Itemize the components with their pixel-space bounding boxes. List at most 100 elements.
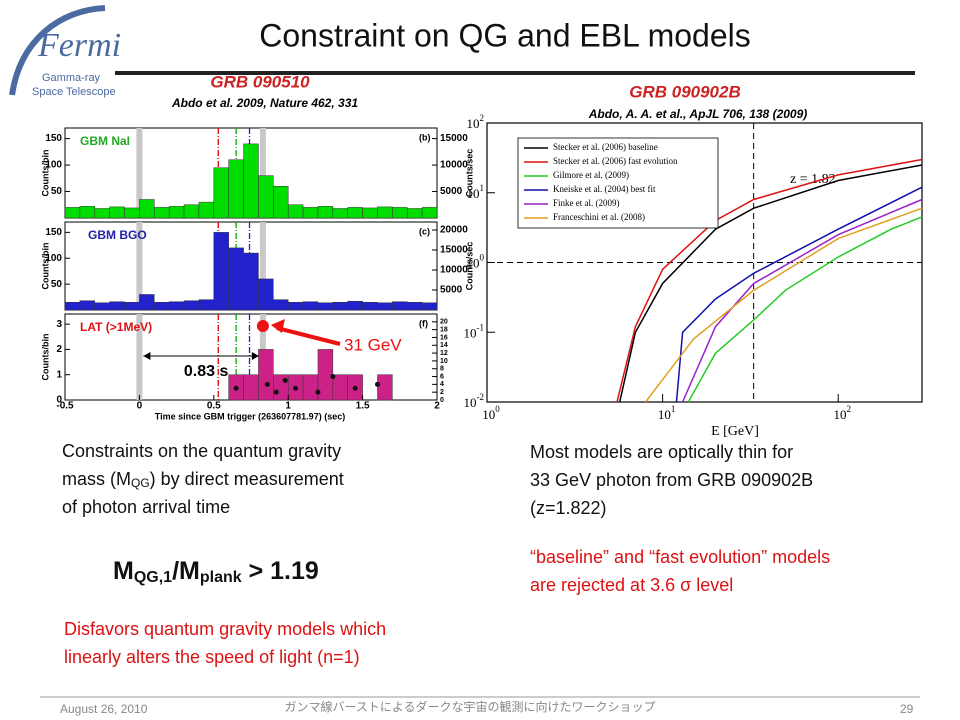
tick-exponent: 1 — [480, 183, 485, 193]
logo-line2: Space Telescope — [32, 86, 116, 98]
histogram-bar — [332, 208, 348, 219]
tick-label: 10-1 — [464, 322, 485, 340]
photon-point — [330, 374, 336, 380]
legend-label: Finke et al. (2009) — [553, 198, 620, 208]
y-tick-label: 0 — [56, 395, 62, 406]
histogram-bar — [243, 374, 259, 401]
tick-base: 10 — [467, 116, 480, 131]
x-tick-label: 0.5 — [207, 401, 221, 412]
text-line: of photon arrival time — [62, 497, 230, 517]
legend-label: Gilmore et al. (2009) — [553, 170, 629, 180]
model-curve — [687, 216, 923, 403]
y2-axis-label: Counts/sec — [464, 242, 474, 291]
y2-axis-label: Counts/sec — [464, 149, 474, 198]
histogram-bar — [168, 301, 185, 311]
histogram-bar — [406, 208, 423, 219]
text-line: Most models are optically thin for — [530, 442, 793, 462]
histogram-bar — [332, 374, 348, 401]
y2-tick-label: 15000 — [440, 245, 468, 256]
y2-tick-label: 12 — [440, 350, 448, 357]
x-axis-label: E [GeV] — [711, 424, 759, 439]
histogram-bar — [109, 206, 125, 219]
histogram-bar — [392, 207, 408, 219]
right-figure-title: GRB 090902B — [629, 82, 741, 101]
histogram-bar — [124, 207, 140, 219]
y-tick-label: 3 — [56, 319, 62, 330]
left-text: Constraints on the quantum gravity mass … — [62, 441, 344, 517]
interval-label: 0.83 s — [184, 363, 229, 380]
histogram-bar — [154, 207, 170, 219]
histogram-bar — [79, 300, 96, 311]
histogram-bar — [228, 159, 244, 219]
right-note: “baseline” and “fast evolution” models a… — [530, 547, 830, 595]
y2-tick-label: 5000 — [440, 285, 463, 296]
time-band — [136, 314, 143, 400]
histogram-bar — [109, 301, 125, 311]
text-line: 33 GeV photon from GRB 090902B — [530, 470, 813, 490]
tick-label: 10-2 — [464, 392, 485, 410]
model-curve — [675, 186, 923, 403]
left-note: Disfavors quantum gravity models which l… — [64, 619, 386, 667]
photon-point — [374, 381, 380, 387]
model-curve — [618, 164, 923, 403]
histogram-bar — [213, 232, 229, 311]
y-tick-label: 100 — [45, 160, 62, 171]
logo: Fermi Gamma-ray Space Telescope — [9, 5, 121, 98]
footer-event: ガンマ線バーストによるダークな宇宙の観測に向けたワークショップ — [284, 699, 655, 714]
footer-date: August 26, 2010 — [60, 702, 148, 716]
time-band — [259, 222, 266, 310]
panel-label: GBM NaI — [80, 134, 130, 148]
histogram-bar — [317, 206, 334, 219]
formula-part: /M — [172, 557, 200, 585]
x-tick-label: 1 — [285, 401, 291, 412]
histogram-bar — [198, 201, 215, 219]
histogram-bar — [362, 207, 378, 219]
tick-label: 102 — [467, 113, 485, 131]
x-tick-label: 0 — [137, 401, 143, 412]
y2-tick-label: 8 — [440, 366, 444, 373]
tick-label: 101 — [658, 404, 676, 422]
y2-tick-label: 20 — [440, 319, 448, 326]
histogram-bar — [94, 302, 110, 311]
y-tick-label: 50 — [51, 186, 63, 197]
text-line: mass (MQG) by direct measurement — [62, 469, 344, 490]
right-text: Most models are optically thin for 33 Ge… — [530, 442, 813, 518]
histogram-bar — [258, 175, 274, 219]
y-axis-label: Counts/bin — [40, 150, 50, 197]
tick-exponent: 2 — [846, 404, 851, 414]
legend-label: Stecker et al. (2006) fast evolution — [553, 156, 678, 166]
y2-tick-label: 10000 — [440, 160, 468, 171]
y2-tick-label: 20000 — [440, 225, 468, 236]
histogram-bar — [64, 301, 81, 311]
tick-exponent: 0 — [495, 404, 500, 414]
histogram-bar — [273, 185, 289, 219]
note-line: linearly alters the speed of light (n=1) — [64, 647, 360, 667]
x-tick-label: 2 — [434, 401, 440, 412]
formula: MQG,1/Mplank > 1.19 — [113, 557, 319, 587]
logo-name: Fermi — [37, 27, 121, 64]
tick-base: 10 — [464, 395, 477, 410]
histogram-bar — [273, 299, 289, 311]
histogram-bar — [258, 278, 274, 311]
tick-base: 10 — [467, 186, 480, 201]
pointer-arrow — [276, 326, 341, 346]
histogram-bar — [421, 302, 438, 311]
histogram-bar — [198, 299, 215, 311]
histogram-bar — [406, 301, 423, 311]
pointer-head — [270, 319, 285, 333]
histogram-bar — [347, 207, 363, 219]
text-line: Constraints on the quantum gravity — [62, 441, 341, 461]
tick-label: 100 — [482, 404, 500, 422]
slide-title: Constraint on QG and EBL models — [259, 17, 751, 53]
histogram-bar — [168, 206, 185, 219]
y2-tick-label: 6 — [440, 373, 444, 380]
tick-base: 10 — [833, 407, 846, 422]
y2-tick-label: 16 — [440, 334, 448, 341]
histogram-bar — [258, 349, 274, 401]
panel-label: GBM BGO — [88, 228, 147, 242]
y2-tick-label: 10 — [440, 358, 448, 365]
formula-part: > 1.19 — [242, 557, 319, 585]
note-line: Disfavors quantum gravity models which — [64, 619, 386, 639]
photon-point — [315, 389, 321, 395]
